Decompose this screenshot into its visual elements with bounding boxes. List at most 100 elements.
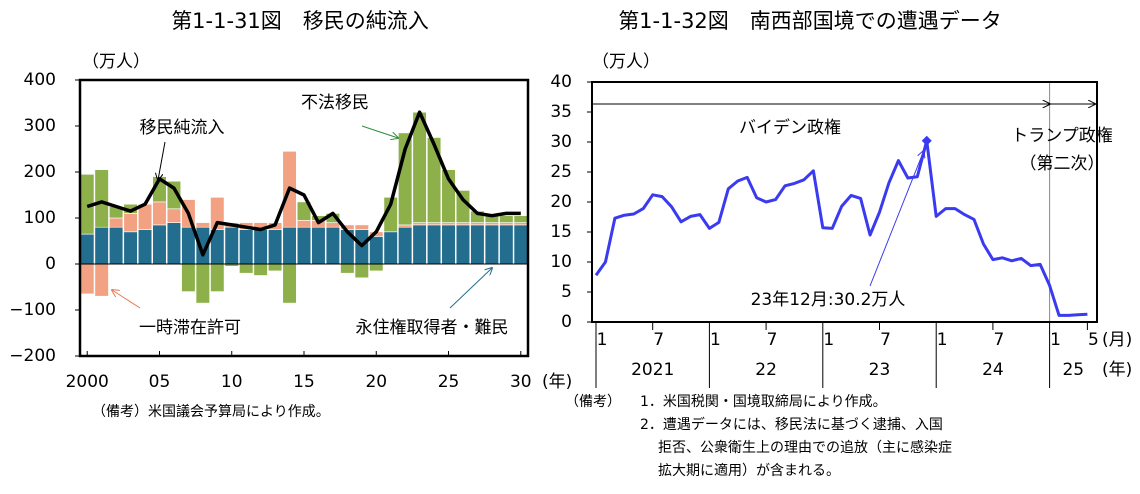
x-tick-label: 05 [149, 372, 171, 392]
bar-segment [412, 224, 427, 265]
annotation: （第二次） [1020, 154, 1105, 174]
bar-segment [470, 222, 485, 226]
chart-title: 第1-1-32図 南西部国境での遭遇データ [618, 9, 1002, 33]
bar-segment [369, 263, 384, 272]
bar-segment [340, 263, 355, 274]
bar-segment [239, 229, 254, 265]
bar-segment [325, 226, 340, 265]
note: 拒否、公衆衛生上の理由での追放（主に感染症 [658, 439, 952, 456]
note: 1．米国税関・国境取締局により作成。 [640, 393, 887, 410]
bar-segment [398, 226, 413, 265]
bar-segment [268, 229, 283, 265]
x-tick-label: 1 [823, 330, 834, 350]
bar-segment [123, 213, 138, 233]
y-tick-label: 40 [550, 72, 572, 92]
bar-segment [181, 226, 196, 265]
bar-segment [484, 222, 499, 226]
bar-segment [499, 215, 514, 223]
bar-segment [166, 180, 182, 210]
bar-segment [94, 263, 109, 297]
line-pointer [158, 141, 166, 180]
bar-segment [152, 201, 167, 226]
bar-segment [398, 224, 413, 228]
x-tick-label: 7 [653, 330, 664, 350]
year-label: 22 [755, 360, 777, 380]
annotation: バイデン政権 [739, 117, 841, 138]
series-label: 一時滞在許可 [139, 318, 241, 338]
bar-segment [354, 263, 369, 279]
bar-segment [412, 222, 427, 226]
y-tick-label: 25 [550, 162, 572, 182]
bar-segment [441, 222, 456, 226]
x-tick-label: 7 [993, 330, 1004, 350]
x-tick-label: 20 [365, 372, 387, 392]
bar-segment [282, 263, 297, 304]
x-tick-label: 1 [597, 330, 608, 350]
bar-segment [499, 222, 514, 226]
bar-segment [441, 224, 456, 265]
bar-segment [109, 226, 124, 265]
note: 2．遭遇データには、移民法に基づく逮捕、入国 [640, 416, 943, 433]
y-tick-label: 100 [24, 208, 56, 228]
bar-segment [137, 229, 153, 265]
peak-marker [921, 135, 932, 146]
bar-segment [499, 224, 514, 265]
y-tick-label: 20 [550, 192, 572, 212]
chart-title: 第1-1-31図 移民の純流入 [171, 9, 429, 33]
annotation-pointer [869, 151, 924, 287]
x-tick-label: 10 [221, 372, 243, 392]
y-tick-label: 400 [24, 70, 56, 90]
bar-segment [210, 263, 225, 292]
bar-segment [80, 263, 95, 295]
bar-segment [383, 231, 398, 265]
x-tick-label: 1 [937, 330, 948, 350]
x-tick-label: 1 [710, 330, 721, 350]
y-tick-label: 0 [45, 254, 56, 274]
bar-segment [166, 208, 182, 223]
y-tick-label: 30 [550, 132, 572, 152]
bar-segment [166, 222, 182, 265]
data-line [594, 139, 1088, 317]
series-pointer [449, 268, 492, 309]
plot-frame [591, 81, 1098, 323]
y-unit: （万人） [82, 52, 150, 72]
bar-segment [239, 263, 254, 274]
bar-segment [123, 231, 138, 265]
series-pointer [112, 290, 141, 309]
bar-segment [455, 224, 471, 265]
note: （備考） [565, 394, 621, 410]
x-tick-label: 2000 [66, 372, 109, 392]
bar-segment [181, 263, 196, 292]
note: 拡大期に適用）が含まれる。 [658, 462, 840, 479]
line-label: 移民純流入 [140, 118, 225, 138]
bar-segment [311, 226, 326, 265]
bar-segment [484, 224, 499, 265]
x-unit: (年) [542, 372, 572, 392]
x-tick-label: 7 [767, 330, 778, 350]
bar-segment [109, 217, 124, 228]
x-tick-label: 25 [438, 372, 460, 392]
y-tick-label: 300 [24, 116, 56, 136]
bar-segment [455, 222, 471, 226]
year-label: 24 [982, 360, 1004, 380]
bar-segment [426, 137, 442, 223]
bar-segment [268, 263, 283, 272]
y-tick-label: 15 [550, 222, 572, 242]
plot-frame [78, 78, 530, 358]
year-label: 25 [1062, 360, 1084, 380]
y-tick-label: 0 [561, 312, 572, 332]
bar-segment [282, 226, 297, 265]
bar-segment [94, 226, 109, 265]
bar-segment [426, 224, 442, 265]
x-tick-label: 1 [1050, 330, 1061, 350]
bar-segment [354, 224, 369, 230]
year-label: 23 [869, 360, 891, 380]
y-tick-label: 200 [24, 162, 56, 182]
x-tick-label: 15 [293, 372, 315, 392]
bar-segment [296, 226, 312, 265]
bar-segment [195, 222, 210, 228]
y-tick-label: 5 [561, 282, 572, 302]
y-unit: （万人） [592, 52, 660, 72]
bar-segment [224, 226, 239, 265]
